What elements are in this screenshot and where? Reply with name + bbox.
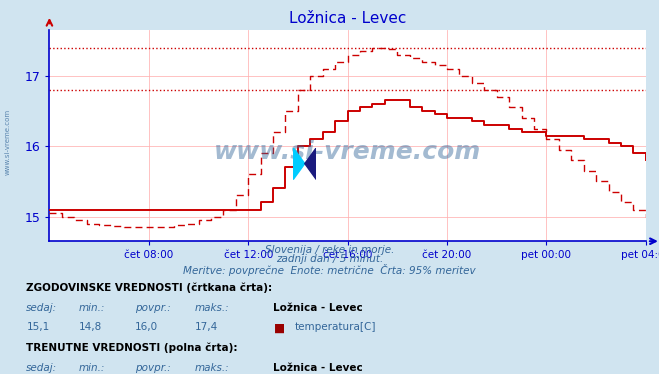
Text: povpr.:: povpr.: [135, 303, 171, 313]
Polygon shape [304, 148, 316, 180]
Text: www.si-vreme.com: www.si-vreme.com [214, 141, 481, 165]
Text: sedaj:: sedaj: [26, 303, 57, 313]
Text: 16,0: 16,0 [135, 322, 158, 332]
Text: zadnji dan / 5 minut.: zadnji dan / 5 minut. [276, 254, 383, 264]
Title: Ložnica - Levec: Ložnica - Levec [289, 11, 407, 26]
Text: sedaj:: sedaj: [26, 363, 57, 373]
Text: ZGODOVINSKE VREDNOSTI (črtkana črta):: ZGODOVINSKE VREDNOSTI (črtkana črta): [26, 282, 272, 293]
Text: 15,1: 15,1 [26, 322, 49, 332]
Polygon shape [293, 148, 304, 180]
Text: ■: ■ [273, 322, 285, 335]
Text: Ložnica - Levec: Ložnica - Levec [273, 363, 363, 373]
Text: Meritve: povprečne  Enote: metrične  Črta: 95% meritev: Meritve: povprečne Enote: metrične Črta:… [183, 264, 476, 276]
Text: Ložnica - Levec: Ložnica - Levec [273, 303, 363, 313]
Text: 17,4: 17,4 [194, 322, 217, 332]
Text: www.si-vreme.com: www.si-vreme.com [5, 109, 11, 175]
Text: maks.:: maks.: [194, 303, 229, 313]
Text: povpr.:: povpr.: [135, 363, 171, 373]
Text: TRENUTNE VREDNOSTI (polna črta):: TRENUTNE VREDNOSTI (polna črta): [26, 342, 238, 353]
Text: maks.:: maks.: [194, 363, 229, 373]
Text: 14,8: 14,8 [79, 322, 102, 332]
Text: min.:: min.: [79, 363, 105, 373]
Text: Slovenija / reke in morje.: Slovenija / reke in morje. [265, 245, 394, 255]
Text: temperatura[C]: temperatura[C] [295, 322, 376, 332]
Text: min.:: min.: [79, 303, 105, 313]
